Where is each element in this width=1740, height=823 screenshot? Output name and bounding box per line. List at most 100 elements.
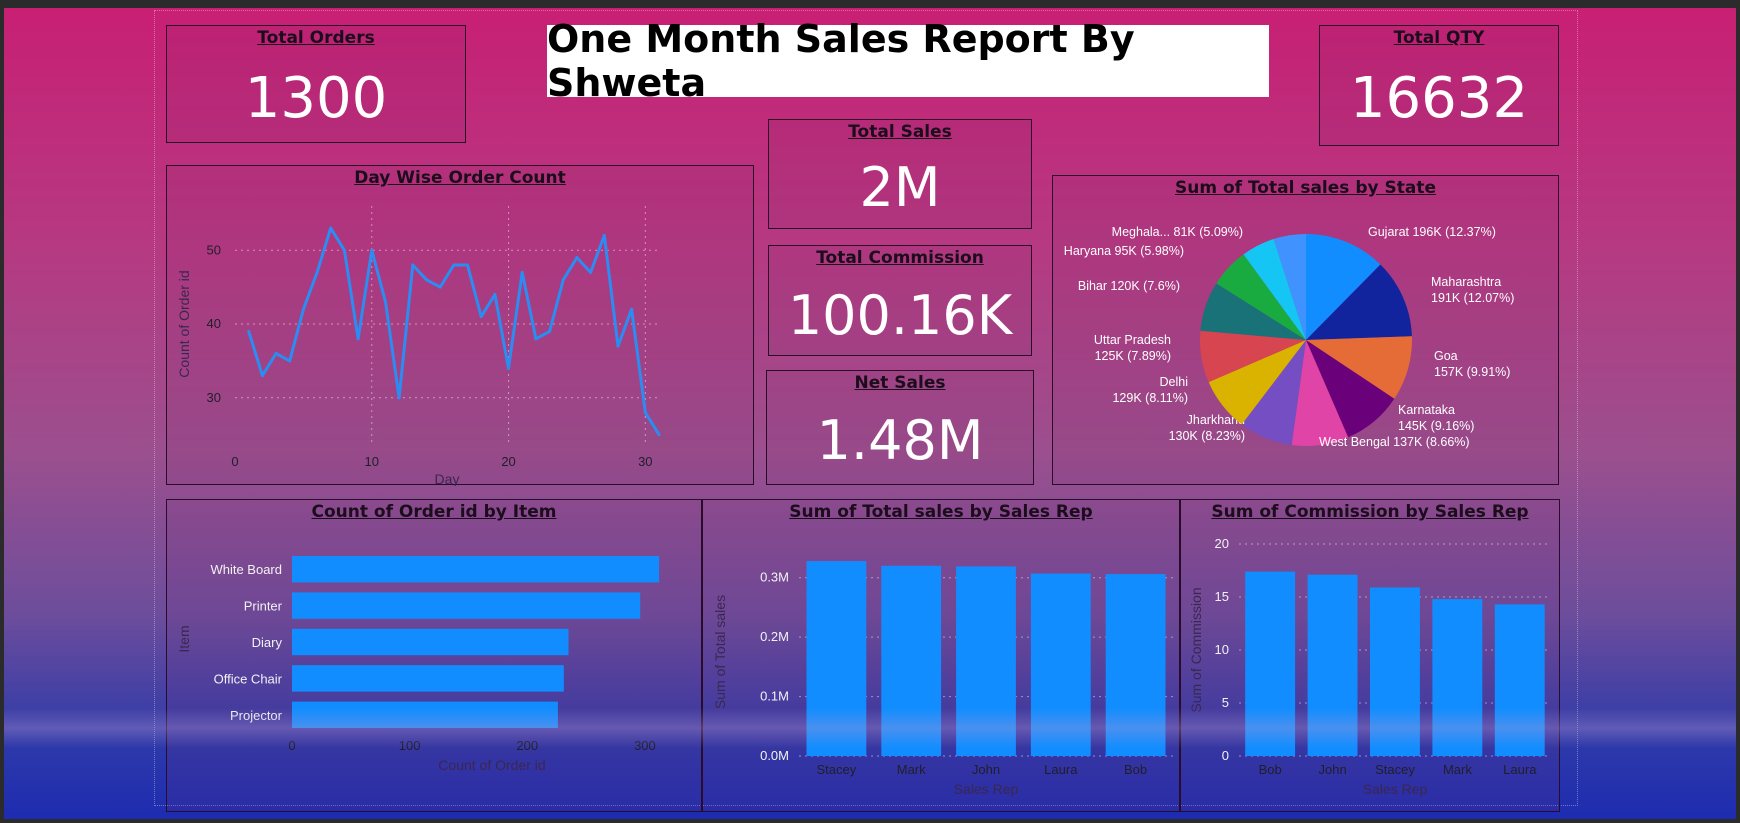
line-point <box>301 307 305 311</box>
line-point <box>466 263 470 267</box>
x-axis-title: Sales Rep <box>954 781 1019 797</box>
x-tick-label: 200 <box>516 738 538 753</box>
line-point <box>315 270 319 274</box>
pie-slice-label: West Bengal 137K (8.66%) <box>1319 435 1470 449</box>
sales-by-rep-card[interactable]: Sum of Total sales by Sales Rep 0.0M 0.1M… <box>702 499 1180 812</box>
pie-slice-label: Maharashtra 191K (12.07%) <box>1431 275 1514 305</box>
line-point <box>411 263 415 267</box>
y-tick-label: 30 <box>207 390 221 405</box>
pie-slice <box>1306 336 1412 399</box>
line-point <box>260 374 264 378</box>
y-axis-title: Count of Order id <box>176 270 192 377</box>
line-point <box>397 396 401 400</box>
item-bar <box>292 665 564 692</box>
item-bar <box>292 628 569 656</box>
line-point <box>643 411 647 414</box>
y-tick-label: 0.0M <box>760 748 789 763</box>
y-tick-label: 0.3M <box>760 570 789 585</box>
y-tick-label: 50 <box>207 242 221 257</box>
y-tick-label: 20 <box>1215 536 1229 551</box>
pie-slice-label: Bihar 120K (7.6%) <box>1078 279 1180 293</box>
rep-label: Stacey <box>817 762 857 777</box>
x-tick-label: 0 <box>231 454 238 469</box>
sales-rep-bar-chart-svg: 0.0M 0.1M 0.2M 0.3M Stacey Mark John Laura Bob Sa… <box>712 561 1173 797</box>
line-point <box>589 270 593 274</box>
rep-bar <box>956 566 1016 756</box>
line-point <box>438 285 442 289</box>
pie-slice <box>1243 239 1306 340</box>
line-point <box>616 344 620 348</box>
line-chart-title: Day Wise Order Count <box>354 168 566 188</box>
sales-by-state-card[interactable]: Sum of Total sales by State Gujarat 196K… <box>1052 175 1559 485</box>
pie-slice-label: Delhi 129K (8.11%) <box>1112 375 1188 405</box>
day-wise-order-count-card[interactable]: Day Wise Order Count 30 40 50 0 10 20 30 Day Cou… <box>166 165 754 486</box>
total-commission-card[interactable]: Total Commission 100.16K <box>768 245 1032 356</box>
total-qty-label: Total QTY <box>1393 28 1485 48</box>
item-bar <box>292 701 558 728</box>
commission-bar-chart-svg: 0 5 10 15 20 Bob John Stacey Mark Laura Sales Rep S… <box>1188 536 1551 797</box>
commission-by-rep-card[interactable]: Sum of Commission by Sales Rep 0 5 10 15 20 B… <box>1180 499 1560 812</box>
line-point <box>561 278 565 282</box>
rep-label: John <box>1318 762 1346 777</box>
item-bar <box>292 592 641 619</box>
line-point <box>575 256 579 260</box>
pie-slice <box>1291 340 1349 446</box>
report-page-frame <box>154 10 1578 806</box>
total-commission-label: Total Commission <box>816 248 984 268</box>
item-label: White Board <box>210 562 282 577</box>
pie-slice <box>1306 264 1412 340</box>
y-tick-label: 15 <box>1215 589 1229 604</box>
rep-bar <box>1105 574 1166 756</box>
item-bar-chart-svg: White Board Printer Diary Office Chair Proje… <box>176 556 660 773</box>
pie-chart-svg: Gujarat 196K (12.37%) Maharashtra 191K (12… <box>1064 225 1515 449</box>
rep-label: Bob <box>1259 762 1282 777</box>
rep-bar <box>1432 599 1483 756</box>
dashboard-canvas: One Month Sales Report By Shweta Total O… <box>4 8 1736 819</box>
line-point <box>507 366 511 370</box>
line-point <box>479 315 483 319</box>
total-qty-card[interactable]: Total QTY 16632 <box>1319 25 1559 146</box>
total-orders-card[interactable]: Total Orders 1300 <box>166 25 466 143</box>
x-axis-title: Count of Order id <box>438 757 545 773</box>
line-point <box>657 433 661 437</box>
line-series <box>247 226 661 436</box>
net-sales-card[interactable]: Net Sales 1.48M <box>766 370 1034 485</box>
line-point <box>342 248 346 252</box>
item-bar <box>292 556 660 583</box>
item-label: Diary <box>252 635 283 650</box>
line-point <box>452 263 456 267</box>
total-sales-card[interactable]: Total Sales 2M <box>768 119 1032 229</box>
x-tick-label: 100 <box>399 738 421 753</box>
pie-slice <box>1306 234 1381 340</box>
line-point <box>424 278 428 282</box>
rep-label: Bob <box>1124 762 1147 777</box>
rep-bar <box>1307 574 1358 756</box>
pie-slice <box>1208 340 1306 425</box>
pie-slice-label: Karnataka 145K (9.16%) <box>1398 403 1474 433</box>
rep-label: Mark <box>897 762 926 777</box>
pie-slice-label: Jharkhand 130K (8.23%) <box>1169 413 1245 443</box>
sales-rep-chart-title: Sum of Total sales by Sales Rep <box>789 502 1093 522</box>
y-axis-title: Item <box>176 625 192 652</box>
item-chart-title: Count of Order id by Item <box>311 502 557 522</box>
pie-slice-label: Haryana 95K (5.98%) <box>1064 244 1184 258</box>
rep-label: Laura <box>1044 762 1078 777</box>
rep-bar <box>1030 573 1091 756</box>
pie-chart-title: Sum of Total sales by State <box>1175 178 1436 198</box>
y-tick-label: 0 <box>1222 748 1229 763</box>
pie-slice <box>1306 340 1395 438</box>
total-orders-value: 1300 <box>244 66 388 131</box>
y-tick-label: 40 <box>207 316 221 331</box>
pie-slice-label: Meghala... 81K (5.09%) <box>1112 225 1243 239</box>
total-sales-value: 2M <box>859 156 941 219</box>
line-point <box>602 234 606 237</box>
y-axis-title: Sum of Commission <box>1188 587 1204 712</box>
line-point <box>383 300 387 304</box>
total-qty-value: 16632 <box>1349 66 1529 131</box>
orders-by-item-card[interactable]: Count of Order id by Item White Board Pri… <box>166 499 702 812</box>
rep-label: Laura <box>1503 762 1537 777</box>
report-title: One Month Sales Report By Shweta <box>547 17 1269 105</box>
line-point <box>630 307 634 311</box>
line-point <box>288 359 292 363</box>
line-point <box>520 270 524 274</box>
